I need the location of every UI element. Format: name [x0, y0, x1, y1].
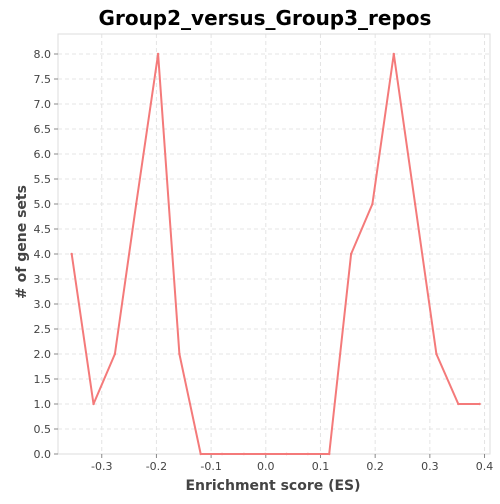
x-tick-label: -0.3 — [91, 460, 112, 473]
y-tick-label: 0.0 — [34, 448, 52, 461]
y-axis-title: # of gene sets — [14, 185, 30, 299]
data-point — [92, 402, 95, 406]
chart-title: Group2_versus_Group3_repos — [99, 6, 432, 30]
y-tick-label: 7.0 — [34, 98, 52, 111]
y-tick-label: 5.5 — [34, 173, 52, 186]
x-tick-label: 0.0 — [257, 460, 275, 473]
y-tick-label: 8.0 — [34, 48, 52, 61]
data-point — [328, 452, 331, 456]
y-tick-label: 6.0 — [34, 148, 52, 161]
x-tick-label: -0.2 — [146, 460, 167, 473]
y-tick-label: 4.5 — [34, 223, 52, 236]
data-point — [220, 452, 224, 456]
data-point — [457, 402, 460, 406]
data-point — [306, 452, 310, 456]
data-point — [264, 452, 267, 456]
y-tick-label: 1.5 — [34, 373, 52, 386]
data-point — [156, 52, 160, 56]
x-tick-label: 0.4 — [476, 460, 494, 473]
y-tick-label: 1.0 — [34, 398, 52, 411]
y-tick-label: 3.0 — [34, 298, 52, 311]
tick-layer: 0.0 0.5 1.0 1.5 2.0 2.5 3.0 3.5 4.0 4.5 5.0 5.5 6.0 6… — [34, 48, 494, 473]
y-tick-label: 6.5 — [34, 123, 52, 136]
y-tick-label: 2.5 — [34, 323, 52, 336]
data-point — [199, 452, 202, 456]
x-tick-label: -0.1 — [200, 460, 221, 473]
data-point — [70, 252, 73, 256]
y-tick-label: 0.5 — [34, 423, 52, 436]
y-tick-label: 2.0 — [34, 348, 52, 361]
y-tick-label: 5.0 — [34, 198, 52, 211]
series-line — [70, 53, 481, 455]
grid-layer — [58, 34, 490, 454]
data-point — [392, 52, 395, 56]
y-tick-label: 3.5 — [34, 273, 52, 286]
data-point — [478, 402, 481, 406]
data-point — [113, 352, 117, 356]
x-tick-label: 0.3 — [421, 460, 439, 473]
data-point — [285, 452, 288, 456]
x-tick-label: 0.1 — [312, 460, 330, 473]
data-point — [134, 202, 138, 206]
x-axis-title: Enrichment score (ES) — [185, 478, 360, 494]
x-tick-label: 0.2 — [366, 460, 384, 473]
data-point — [371, 202, 374, 206]
data-point — [413, 202, 417, 206]
series-layer — [70, 52, 481, 456]
y-tick-label: 4.0 — [34, 248, 52, 261]
data-point — [435, 352, 438, 356]
data-point — [242, 452, 246, 456]
data-point — [349, 252, 353, 256]
data-point — [178, 352, 181, 356]
y-tick-label: 7.5 — [34, 73, 52, 86]
